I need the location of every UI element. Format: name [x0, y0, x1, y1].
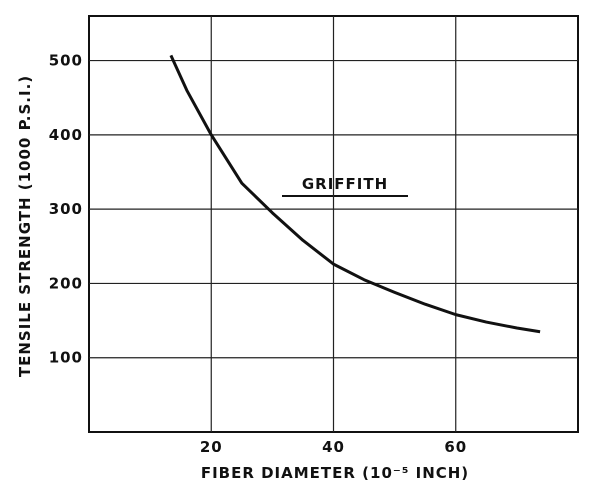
y-tick-label: 500: [49, 52, 83, 70]
x-tick-label: 60: [444, 438, 467, 456]
y-tick-label: 300: [49, 200, 83, 218]
x-tick-label: 40: [322, 438, 345, 456]
annotation: GRIFFITH: [302, 175, 388, 193]
y-tick-label: 200: [49, 274, 83, 292]
x-tick-label: 20: [200, 438, 223, 456]
x-axis-label: FIBER DIAMETER (10⁻⁵ INCH): [201, 464, 469, 482]
y-axis-label: TENSILE STRENGTH (1000 P.S.I.): [16, 75, 34, 377]
line: [169, 54, 541, 334]
y-tick-label: 100: [49, 349, 83, 367]
y-tick-label: 400: [49, 126, 83, 144]
